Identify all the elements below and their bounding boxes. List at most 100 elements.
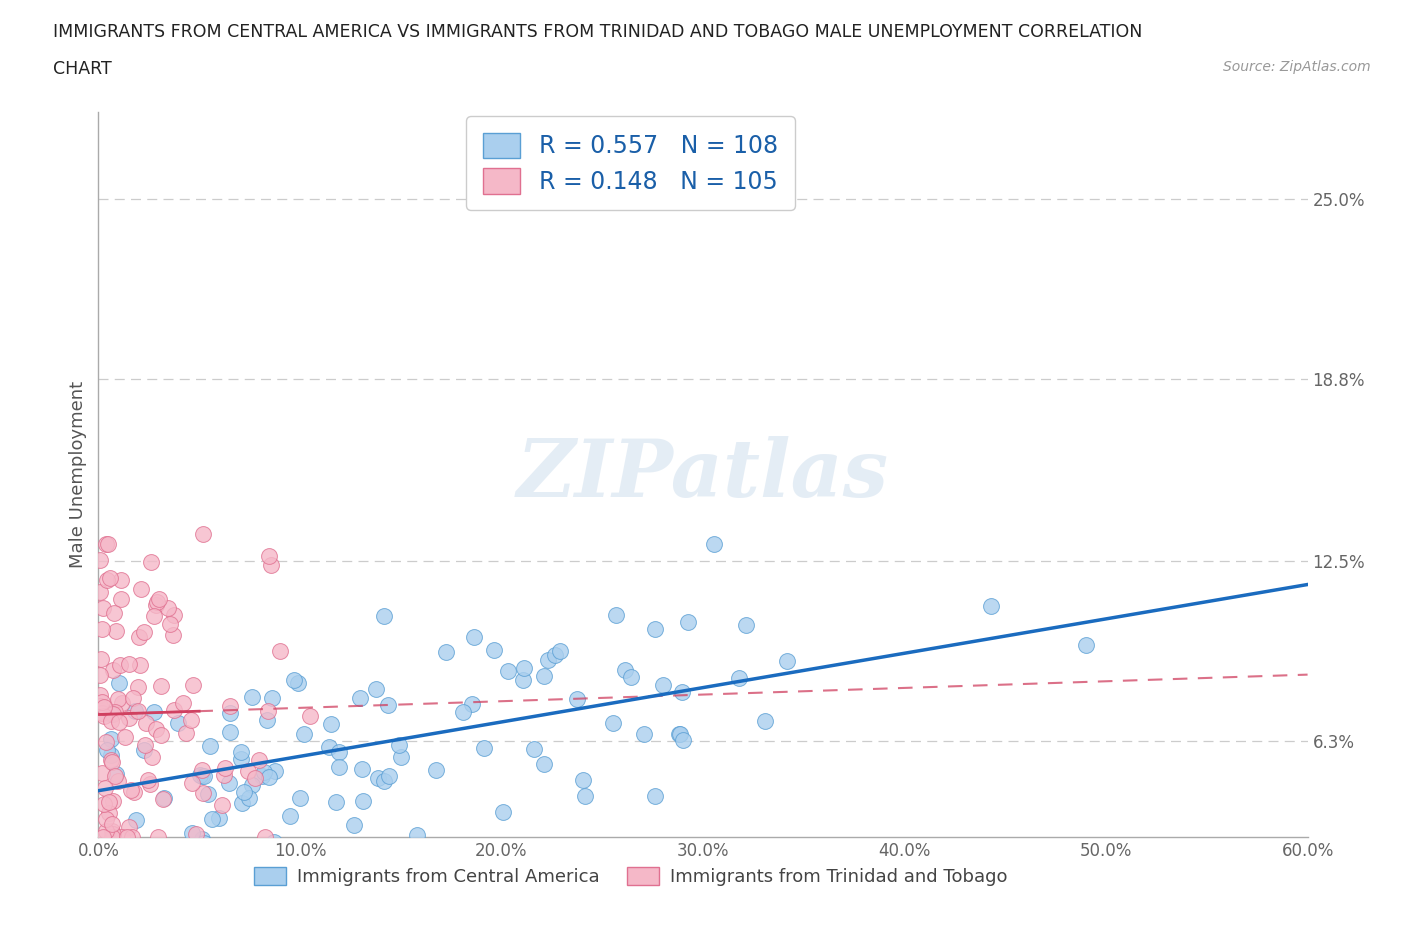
- Point: [91, 694, 114, 709]
- Point: [343, 817, 366, 832]
- Point: [120, 782, 142, 797]
- Point: [118, 711, 141, 725]
- Point: [114, 729, 136, 744]
- Point: [201, 812, 224, 827]
- Point: [150, 679, 173, 694]
- Point: [129, 658, 152, 673]
- Point: [218, 706, 240, 721]
- Point: [110, 573, 132, 588]
- Text: CHART: CHART: [53, 60, 112, 78]
- Point: [263, 764, 285, 778]
- Point: [644, 789, 666, 804]
- Point: [128, 630, 150, 644]
- Point: [321, 716, 343, 731]
- Point: [101, 830, 124, 844]
- Point: [734, 618, 756, 632]
- Point: [132, 743, 155, 758]
- Point: [353, 793, 375, 808]
- Point: [231, 796, 253, 811]
- Point: [159, 617, 181, 631]
- Point: [605, 608, 627, 623]
- Point: [100, 732, 122, 747]
- Point: [240, 690, 263, 705]
- Point: [96, 537, 118, 551]
- Point: [482, 643, 505, 658]
- Point: [678, 615, 700, 630]
- Point: [498, 663, 520, 678]
- Point: [523, 741, 546, 756]
- Point: [187, 844, 209, 859]
- Point: [174, 725, 197, 740]
- Point: [548, 644, 571, 658]
- Point: [240, 777, 263, 792]
- Point: [89, 553, 111, 568]
- Point: [253, 764, 276, 779]
- Point: [100, 844, 122, 859]
- Point: [263, 835, 285, 850]
- Point: [193, 769, 215, 784]
- Point: [238, 764, 260, 778]
- Point: [377, 698, 399, 713]
- Point: [434, 644, 457, 659]
- Point: [96, 812, 118, 827]
- Point: [94, 824, 117, 839]
- Point: [150, 727, 173, 742]
- Point: [101, 755, 124, 770]
- Point: [162, 628, 184, 643]
- Point: [536, 653, 558, 668]
- Point: [191, 762, 214, 777]
- Point: [141, 554, 163, 569]
- Point: [302, 844, 325, 859]
- Point: [191, 785, 214, 800]
- Point: [219, 724, 242, 739]
- Point: [89, 667, 111, 682]
- Point: [193, 835, 215, 850]
- Point: [671, 732, 693, 747]
- Point: [163, 607, 186, 622]
- Point: [269, 644, 291, 658]
- Point: [574, 789, 596, 804]
- Point: [172, 696, 194, 711]
- Point: [325, 794, 347, 809]
- Point: [644, 621, 666, 636]
- Point: [571, 773, 593, 788]
- Point: [124, 785, 146, 800]
- Point: [134, 737, 156, 752]
- Point: [180, 825, 202, 840]
- Point: [104, 844, 127, 859]
- Point: [405, 827, 427, 842]
- Point: [492, 804, 515, 819]
- Point: [232, 785, 254, 800]
- Point: [90, 652, 112, 667]
- Point: [118, 819, 141, 834]
- Point: [533, 669, 555, 684]
- Y-axis label: Male Unemployment: Male Unemployment: [69, 380, 87, 568]
- Point: [229, 751, 252, 766]
- Point: [298, 709, 321, 724]
- Point: [91, 621, 114, 636]
- Point: [253, 830, 276, 844]
- Point: [668, 726, 690, 741]
- Point: [105, 624, 128, 639]
- Point: [96, 573, 118, 588]
- Point: [191, 768, 214, 783]
- Point: [163, 703, 186, 718]
- Point: [156, 601, 179, 616]
- Point: [245, 770, 267, 785]
- Point: [100, 714, 122, 729]
- Point: [602, 716, 624, 731]
- Point: [101, 827, 124, 842]
- Point: [352, 761, 374, 776]
- Point: [367, 770, 389, 785]
- Point: [153, 790, 176, 805]
- Point: [222, 844, 245, 859]
- Legend: Immigrants from Central America, Immigrants from Trinidad and Tobago: Immigrants from Central America, Immigra…: [246, 859, 1015, 893]
- Point: [100, 753, 122, 768]
- Point: [328, 744, 350, 759]
- Point: [349, 690, 371, 705]
- Text: Source: ZipAtlas.com: Source: ZipAtlas.com: [1223, 60, 1371, 74]
- Point: [142, 705, 165, 720]
- Point: [93, 700, 115, 715]
- Point: [107, 675, 129, 690]
- Point: [257, 770, 280, 785]
